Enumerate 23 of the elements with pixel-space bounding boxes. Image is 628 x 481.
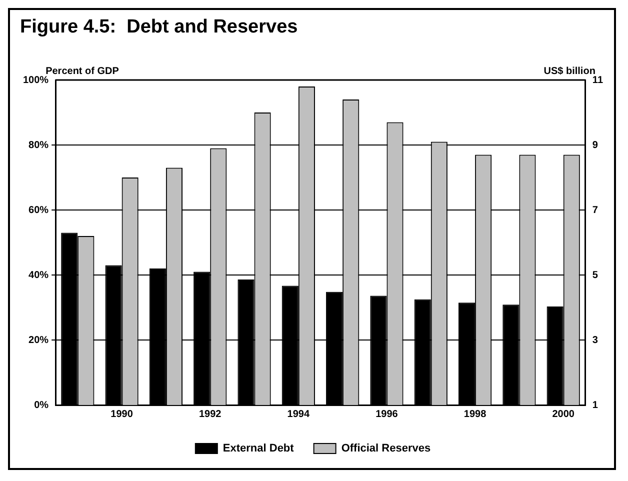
y2-axis-title: US$ billion [544,66,596,77]
y-tick-label: 40% [28,270,49,281]
y2-tick-label: 7 [592,204,598,216]
y-axis-title: Percent of GDP [46,66,120,77]
y2-tick-label: 5 [592,270,598,281]
x-tick-label: 2000 [552,408,575,420]
legend-label: Official Reserves [341,442,431,455]
x-tick-label: 1992 [198,408,222,420]
x-tick-label: 1994 [287,408,310,420]
x-tick-label: 1990 [110,408,134,420]
y-tick-label: 100% [23,74,49,86]
y-tick-label: 20% [28,334,49,346]
y-tick-label: 80% [28,140,49,151]
x-tick-label: 1996 [376,408,398,420]
y2-tick-label: 3 [592,334,598,346]
y2-tick-label: 9 [592,140,598,151]
x-tick-label: 1998 [464,408,487,420]
legend-label: External Debt [222,442,294,455]
y-tick-label: 0% [34,400,49,411]
chart-title: Figure 4.5: Debt and Reserves [20,16,298,38]
y2-tick-label: 1 [592,400,598,411]
y-tick-label: 60% [28,204,49,216]
y2-tick-label: 11 [592,74,604,86]
